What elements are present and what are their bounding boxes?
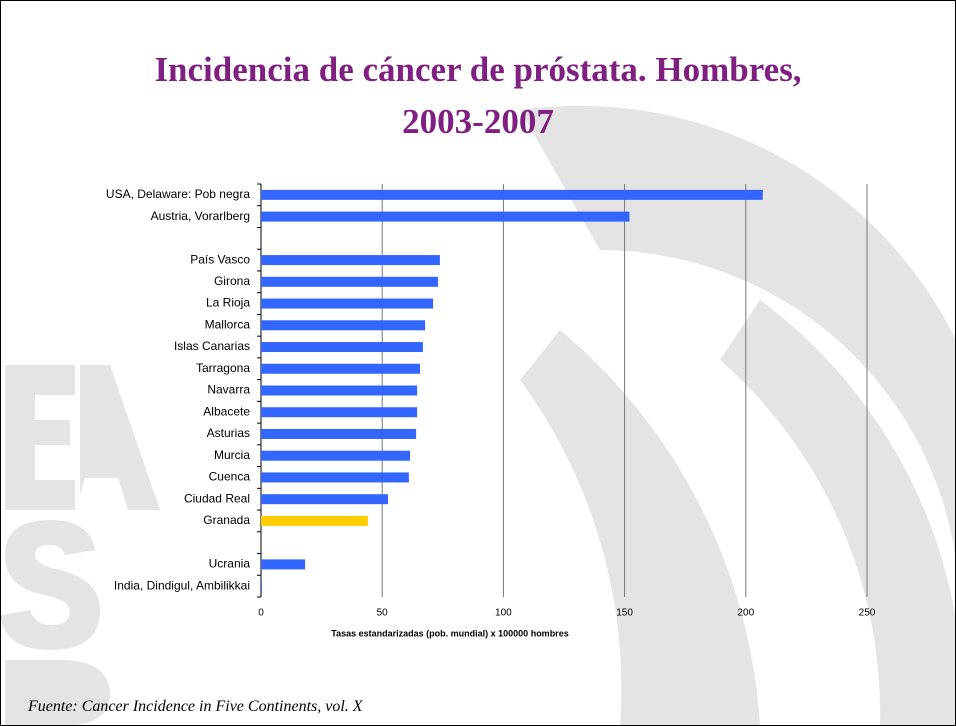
chart-title: Incidencia de cáncer de próstata. Hombre…	[154, 50, 802, 141]
bar	[261, 342, 423, 353]
bar	[261, 385, 418, 396]
bar	[261, 211, 630, 222]
x-tick-label: 100	[495, 608, 512, 619]
bar	[261, 276, 438, 287]
bar	[261, 298, 434, 309]
bar	[261, 189, 763, 200]
y-tick-label: País Vasco	[190, 252, 250, 266]
y-tick-label: Austria, Vorarlberg	[151, 209, 250, 223]
x-tick-label: 50	[377, 608, 389, 619]
bar	[261, 320, 426, 331]
y-tick-label: Ciudad Real	[184, 491, 250, 505]
y-tick-label: India, Dindigul, Ambilikkai	[114, 578, 250, 592]
bar	[261, 515, 368, 526]
y-tick-label: Albacete	[203, 404, 250, 418]
x-tick-label: 200	[737, 608, 754, 619]
bar	[261, 450, 411, 461]
source-note: Fuente: Cancer Incidence in Five Contine…	[28, 698, 363, 715]
y-tick-label: Cuenca	[209, 470, 251, 484]
bar	[261, 472, 409, 483]
bar	[261, 428, 417, 439]
y-tick-label: Mallorca	[205, 317, 251, 331]
y-tick-label: Ucrania	[209, 557, 251, 571]
x-tick-label: 250	[859, 608, 876, 619]
y-tick-label: Granada	[203, 513, 250, 527]
x-tick-label: 150	[616, 608, 633, 619]
x-tick-label: 0	[258, 608, 264, 619]
y-tick-label: Asturias	[207, 426, 250, 440]
bar	[261, 559, 306, 570]
bar	[261, 581, 262, 592]
y-tick-label: Tarragona	[196, 361, 250, 375]
bar	[261, 363, 421, 374]
bar	[261, 255, 440, 266]
y-tick-label: Girona	[214, 274, 250, 288]
y-tick-label: Navarra	[207, 383, 250, 397]
y-tick-label: La Rioja	[206, 296, 250, 310]
y-tick-label: Islas Canarias	[174, 339, 250, 353]
y-tick-label: Murcia	[214, 448, 250, 462]
y-tick-label: USA, Delaware: Pob negra	[106, 187, 250, 201]
bar	[261, 494, 389, 505]
x-axis-label: Tasas estandarizadas (pob. mundial) x 10…	[331, 628, 568, 638]
bar	[261, 407, 418, 418]
